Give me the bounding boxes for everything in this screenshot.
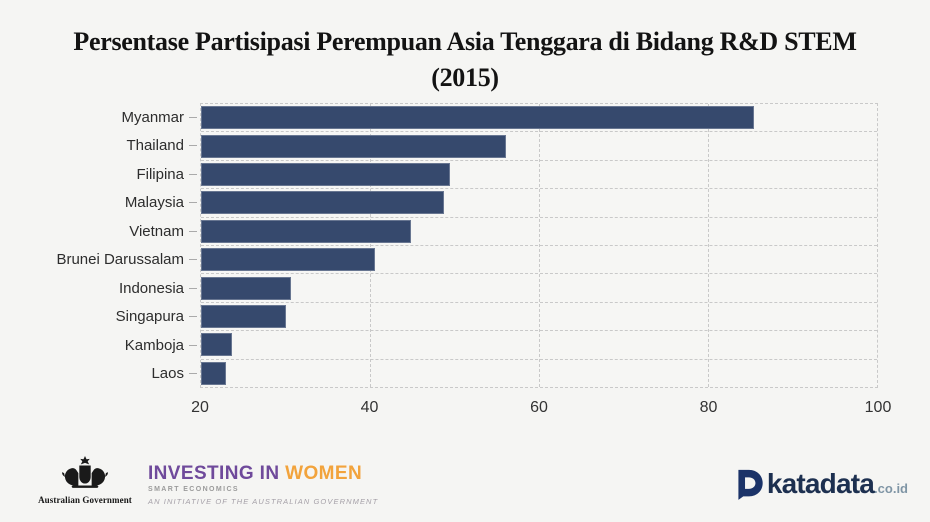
y-tick-mark [189, 287, 197, 289]
investing-in-women-text-block: INVESTING IN WOMEN SMART ECONOMICS AN IN… [148, 456, 378, 506]
y-axis-label-row: Kamboja [0, 331, 197, 360]
x-tick-label-100: 100 [864, 399, 892, 416]
x-tick-label-20: 20 [191, 399, 209, 416]
y-tick-mark [189, 173, 197, 175]
y-tick-mark [189, 202, 197, 204]
bar-row [201, 358, 877, 387]
y-tick-mark [189, 145, 197, 147]
australian-government-label: Australian Government [38, 495, 132, 505]
y-tick-mark [189, 230, 197, 232]
bar-row [201, 245, 877, 273]
y-axis-label-row: Thailand [0, 132, 197, 161]
bar-brunei-darussalam [201, 248, 376, 272]
x-tick-label-40: 40 [360, 399, 379, 416]
bar-malaysia [201, 191, 444, 215]
bar-kamboja [201, 333, 233, 357]
x-tick-label-80: 80 [699, 399, 718, 416]
australian-government-crest-icon [62, 456, 108, 488]
y-axis-label-row: Singapura [0, 303, 197, 332]
bar-row [201, 273, 877, 301]
y-axis-label-row: Brunei Darussalam [0, 246, 197, 275]
y-tick-mark [189, 344, 197, 346]
bar-laos [201, 361, 227, 385]
y-axis-label-row: Malaysia [0, 189, 197, 218]
katadata-domain: .co.id [874, 481, 908, 496]
category-label-thailand: Thailand [126, 137, 184, 155]
y-tick-mark [189, 373, 197, 375]
smart-economics-tagline: SMART ECONOMICS [148, 486, 239, 493]
investing-in-text: INVESTING IN [148, 463, 280, 484]
bar-row [201, 188, 877, 216]
bar-filipina [201, 163, 451, 187]
bar-indonesia [201, 276, 291, 300]
bar-row [201, 301, 877, 330]
bar-vietnam [201, 219, 411, 243]
category-label-myanmar: Myanmar [121, 108, 184, 126]
y-tick-mark [189, 259, 197, 261]
bar-chart-plot-area [200, 103, 878, 388]
title-line-1: Persentase Partisipasi Perempuan Asia Te… [73, 27, 857, 56]
katadata-wordmark: katadata [766, 468, 875, 499]
title-line-2: (2015) [431, 63, 499, 92]
y-axis-label-row: Myanmar [0, 103, 197, 132]
y-axis-label-row: Indonesia [0, 274, 197, 303]
category-label-vietnam: Vietnam [129, 222, 184, 240]
y-tick-mark [189, 316, 197, 318]
category-label-laos: Laos [151, 365, 184, 383]
katadata-d-icon [738, 469, 763, 500]
x-axis-tick-labels: 20 40 60 80 100 [191, 399, 891, 421]
bars-layer [201, 104, 877, 387]
y-axis-label-row: Vietnam [0, 217, 197, 246]
x-tick-label-60: 60 [530, 399, 548, 416]
bar-row [201, 104, 877, 131]
bar-row [201, 216, 877, 245]
bar-thailand [201, 134, 507, 158]
y-axis-labels: Myanmar Thailand Filipina Malaysia Vietnam Br… [0, 103, 197, 388]
bar-row [201, 330, 877, 358]
y-axis-label-row: Filipina [0, 160, 197, 189]
women-text: WOMEN [285, 463, 363, 484]
category-label-kamboja: Kamboja [124, 336, 184, 354]
category-label-indonesia: Indonesia [118, 279, 184, 297]
bar-myanmar [201, 106, 755, 130]
investing-in-women-wordmark: INVESTING IN WOMEN [148, 464, 378, 483]
katadata-logo: katadata .co.id [734, 468, 908, 500]
category-label-brunei-darussalam: Brunei Darussalam [56, 251, 184, 269]
page-title: Persentase Partisipasi Perempuan Asia Te… [0, 24, 930, 96]
category-label-singapura: Singapura [115, 308, 184, 326]
y-axis-label-row: Laos [0, 360, 197, 389]
category-label-filipina: Filipina [136, 165, 184, 183]
y-tick-mark [189, 116, 197, 118]
australian-government-block: Australian Government [28, 456, 142, 505]
category-label-malaysia: Malaysia [124, 194, 184, 212]
bar-row [201, 131, 877, 159]
initiative-tagline: AN INITIATIVE OF THE AUSTRALIAN GOVERNME… [148, 497, 379, 506]
investing-in-women-logo: Australian Government INVESTING IN WOMEN… [28, 456, 378, 506]
bar-singapura [201, 305, 287, 329]
bar-row [201, 159, 877, 188]
